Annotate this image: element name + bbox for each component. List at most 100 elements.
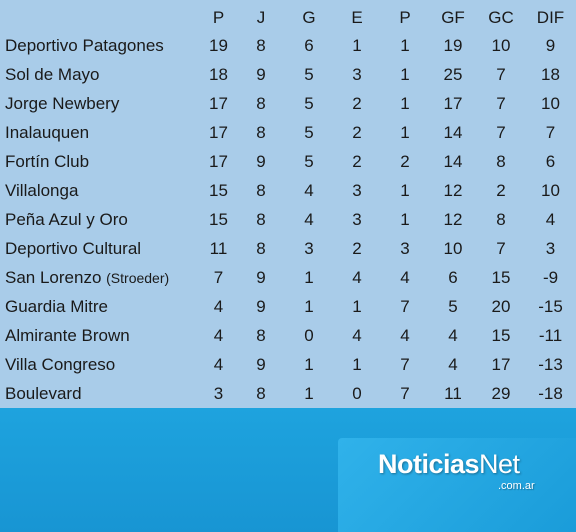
goals-for-cell: 19	[443, 35, 463, 55]
logo-text: NoticiasNet	[378, 449, 520, 480]
points-cell: 11	[209, 238, 228, 258]
goal-difference-cell: 4	[545, 209, 556, 229]
goals-against-cell: 17	[491, 354, 511, 374]
goal-difference-cell: 7	[545, 122, 556, 142]
goals-for-cell: 17	[443, 93, 463, 113]
lost-cell: 7	[400, 383, 410, 403]
team-cell: Almirante Brown	[0, 321, 200, 350]
goals-against-cell: 15	[491, 267, 511, 287]
won-cell: 5	[304, 93, 314, 113]
won-cell: 1	[304, 296, 314, 316]
played-cell: 9	[256, 354, 266, 374]
points-cell: 4	[213, 354, 224, 374]
goal-difference-cell: -9	[542, 267, 559, 287]
goals-against-cell: 7	[496, 238, 506, 258]
team-cell: Villa Congreso	[0, 350, 200, 379]
goals-for-cell: 25	[443, 64, 463, 84]
table-row: Jorge Newbery 17 8 5 2 1 17 7 10	[0, 89, 576, 118]
goals-against-cell: 20	[491, 296, 511, 316]
points-cell: 7	[213, 267, 224, 287]
points-cell: 3	[213, 383, 224, 403]
played-cell: 8	[256, 180, 266, 200]
goals-for-cell: 12	[443, 209, 463, 229]
goals-against-cell: 10	[491, 35, 511, 55]
points-cell: 18	[209, 64, 228, 84]
team-name: Jorge Newbery	[5, 93, 120, 113]
points-cell: 17	[209, 122, 228, 142]
won-cell: 5	[304, 64, 314, 84]
goals-against-cell: 2	[496, 180, 506, 200]
standings-table: P J G E P GF GC DIF Deportivo Patagones 1…	[0, 4, 576, 408]
lost-cell: 1	[400, 209, 410, 229]
lost-cell: 2	[400, 151, 410, 171]
goal-difference-cell: -13	[538, 354, 563, 374]
played-cell: 8	[256, 383, 266, 403]
team-name: Villalonga	[5, 180, 79, 200]
drawn-cell: 1	[352, 296, 362, 316]
header-team	[0, 4, 200, 31]
won-cell: 4	[304, 180, 314, 200]
team-name: Deportivo Cultural	[5, 238, 142, 258]
table-row: San Lorenzo (Stroeder) 7 9 1 4 4 6 15 -9	[0, 263, 576, 292]
team-name: Sol de Mayo	[5, 64, 100, 84]
lost-cell: 4	[400, 325, 410, 345]
won-cell: 3	[304, 238, 314, 258]
goals-for-cell: 5	[448, 296, 458, 316]
goals-against-cell: 29	[491, 383, 511, 403]
goals-for-cell: 14	[443, 122, 463, 142]
footer-banner: NoticiasNet .com.ar	[0, 408, 576, 532]
goal-difference-cell: -15	[538, 296, 563, 316]
points-cell: 17	[209, 151, 228, 171]
goals-for-cell: 4	[448, 354, 458, 374]
played-cell: 9	[256, 64, 266, 84]
played-cell: 8	[256, 122, 266, 142]
lost-cell: 1	[400, 122, 410, 142]
table-row: Almirante Brown 4 8 0 4 4 4 15 -11	[0, 321, 576, 350]
team-cell: Villalonga	[0, 176, 200, 205]
header-goals-against: GC	[488, 7, 514, 27]
lost-cell: 1	[400, 64, 410, 84]
table-row: Deportivo Patagones 19 8 6 1 1 19 10 9	[0, 31, 576, 60]
header-row: P J G E P GF GC DIF	[0, 4, 576, 31]
won-cell: 5	[304, 122, 314, 142]
team-cell: Inalauquen	[0, 118, 200, 147]
goal-difference-cell: 6	[545, 151, 556, 171]
goals-against-cell: 7	[496, 64, 506, 84]
logo-domain: .com.ar	[498, 480, 535, 492]
team-name: Guardia Mitre	[5, 296, 108, 316]
team-name: Deportivo Patagones	[5, 35, 164, 55]
goals-for-cell: 12	[443, 180, 463, 200]
header-goals-for: GF	[441, 7, 465, 27]
drawn-cell: 3	[352, 209, 362, 229]
table-row: Deportivo Cultural 11 8 3 2 3 10 7 3	[0, 234, 576, 263]
table-row: Sol de Mayo 18 9 5 3 1 25 7 18	[0, 60, 576, 89]
goals-against-cell: 15	[491, 325, 511, 345]
played-cell: 9	[256, 151, 266, 171]
played-cell: 8	[256, 35, 266, 55]
standings-body: Deportivo Patagones 19 8 6 1 1 19 10 9 Sol de May…	[0, 31, 576, 408]
goals-for-cell: 11	[444, 383, 462, 403]
won-cell: 4	[304, 209, 314, 229]
team-name: Boulevard	[5, 383, 82, 403]
played-cell: 8	[256, 325, 266, 345]
header-played: J	[256, 7, 266, 27]
team-name: San Lorenzo	[5, 267, 102, 287]
drawn-cell: 4	[352, 267, 362, 287]
standings-panel: P J G E P GF GC DIF Deportivo Patagones 1…	[0, 0, 576, 408]
drawn-cell: 1	[352, 354, 362, 374]
table-row: Guardia Mitre 4 9 1 1 7 5 20 -15	[0, 292, 576, 321]
drawn-cell: 2	[352, 238, 362, 258]
won-cell: 1	[304, 383, 314, 403]
points-cell: 4	[213, 296, 224, 316]
lost-cell: 7	[400, 354, 410, 374]
goals-against-cell: 7	[496, 122, 506, 142]
goal-difference-cell: 18	[541, 64, 560, 84]
goal-difference-cell: -11	[538, 325, 563, 345]
won-cell: 0	[304, 325, 314, 345]
team-note: (Stroeder)	[106, 269, 170, 286]
played-cell: 9	[256, 267, 266, 287]
logo-name-suffix: Net	[479, 449, 520, 479]
goal-difference-cell: 10	[541, 93, 560, 113]
team-cell: Jorge Newbery	[0, 89, 200, 118]
header-lost: P	[399, 7, 411, 27]
